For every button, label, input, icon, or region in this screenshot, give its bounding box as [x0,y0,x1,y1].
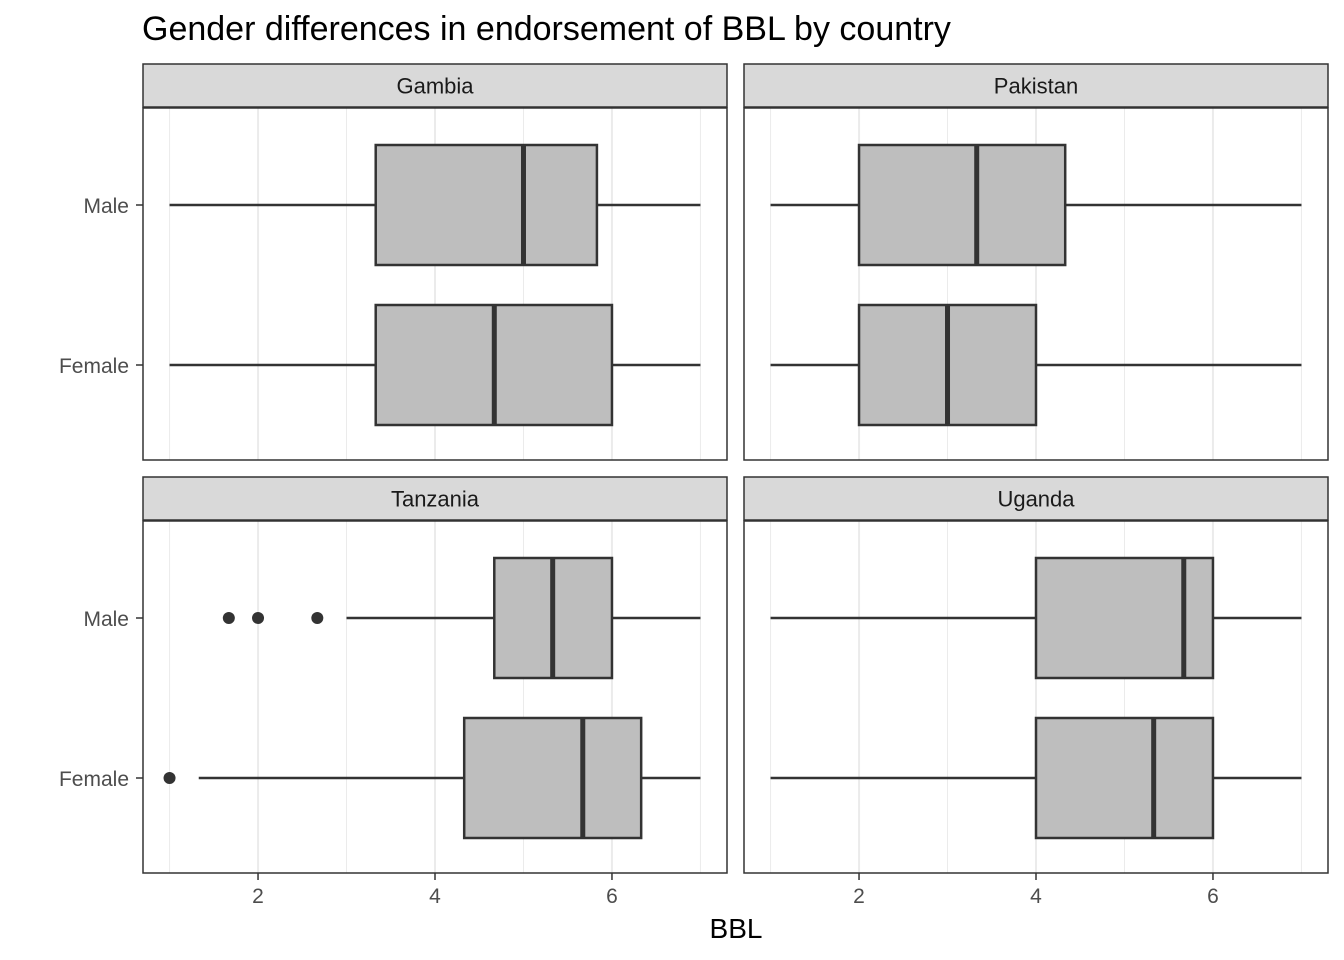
facet-panels: Gambia Male Female Pakistan Tanzania Male Fema… [59,63,1329,908]
x-tick-label: 6 [606,885,618,908]
strip-label-tanzania: Tanzania [391,487,480,512]
panel-tanzania: Tanzania Male Female 2 4 6 [59,476,728,908]
strip-tanzania [142,476,728,521]
y-tick-label-male: Male [83,608,129,631]
box-female [462,716,643,840]
y-tick-label-female: Female [59,768,129,791]
x-tick-label: 4 [429,885,441,908]
x-tick-label: 2 [853,885,865,908]
strip-label-uganda: Uganda [997,487,1075,512]
outlier-point-male [311,612,324,624]
x-axis-title: BBL [710,913,763,944]
y-tick-label-female: Female [59,355,129,378]
box-male [1034,556,1215,680]
strip-gambia [142,63,728,108]
chart-title: Gender differences in endorsement of BBL… [142,10,951,48]
x-tick-label: 6 [1207,885,1219,908]
y-tick-label-male: Male [83,195,129,218]
strip-label-gambia: Gambia [396,74,474,99]
outlier-point-male [252,612,265,624]
box-male [374,143,599,267]
strip-uganda [743,476,1329,521]
panel-gambia: Gambia Male Female [59,63,728,461]
panel-uganda: Uganda 2 4 6 [743,476,1329,908]
box-female [1034,716,1215,840]
panel-border [142,107,728,461]
outlier-point-male [222,612,235,624]
outlier-point-female [163,772,176,784]
panel-pakistan: Pakistan [743,63,1329,461]
x-tick-label: 4 [1030,885,1042,908]
box-male [857,143,1067,267]
x-tick-label: 2 [252,885,264,908]
panel-border [743,107,1329,461]
strip-pakistan [743,63,1329,108]
strip-label-pakistan: Pakistan [994,74,1078,99]
